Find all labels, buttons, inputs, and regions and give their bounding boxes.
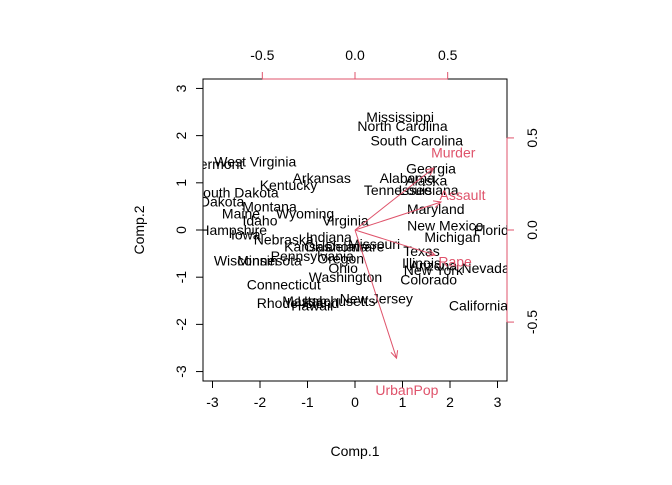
- state-point-label: Ohio: [328, 260, 358, 276]
- top-tick-label: 0.5: [438, 47, 458, 63]
- state-point-label: Tennessee: [364, 182, 432, 198]
- top-axis: -0.5 0.0 0.5: [250, 47, 458, 80]
- y-axis-label: Comp.2: [131, 205, 147, 254]
- state-point-label: New York: [404, 262, 464, 278]
- state-point-label: Illinois: [402, 255, 441, 271]
- state-point-label: Alabama: [380, 170, 435, 186]
- left-tick-label: -1: [173, 271, 189, 284]
- loading-label: UrbanPop: [375, 382, 438, 398]
- state-point-label: Arkansas: [293, 170, 351, 186]
- left-axis: -3 -2 -1 0 1 2 3: [173, 84, 204, 378]
- bottom-tick-label: 3: [494, 394, 502, 410]
- right-tick-label: 0.0: [524, 220, 540, 240]
- loading-label: Assault: [440, 187, 486, 203]
- state-point-label: Indiana: [306, 229, 352, 245]
- state-point-label: Florida: [474, 222, 517, 238]
- loading-arrowhead: [427, 249, 437, 257]
- state-point-label: Wyoming: [276, 205, 334, 221]
- loading-label: Murder: [431, 145, 476, 161]
- state-point-label: Virginia: [322, 213, 369, 229]
- loadings-layer: Murder Assault Rape UrbanPop: [354, 145, 486, 398]
- state-point-label: Mississippi: [366, 109, 434, 125]
- state-point-label: Idaho: [242, 213, 277, 229]
- loading-arrow: [354, 229, 397, 359]
- state-point-label: Massachusetts: [282, 293, 375, 309]
- state-point-label: Nebraska: [254, 231, 314, 247]
- state-point-label: Colorado: [400, 272, 457, 288]
- state-point-label: South Carolina: [370, 132, 463, 148]
- bottom-tick-label: 2: [446, 394, 454, 410]
- loading-arrow: [354, 167, 434, 231]
- state-point-label: Iowa: [231, 227, 261, 243]
- right-tick-label: -0.5: [524, 310, 540, 334]
- loading-arrow: [354, 201, 442, 231]
- state-point-label: Minnesota: [237, 253, 302, 269]
- right-tick-label: 0.5: [524, 128, 540, 148]
- state-point-label: Oregon: [317, 250, 364, 266]
- state-point-label: Nevada: [461, 260, 509, 276]
- state-point-label: Washington: [309, 269, 382, 285]
- state-point-label: North Carolina: [357, 118, 447, 134]
- state-point-label: Hawaii: [291, 298, 333, 314]
- state-point-label: West Virginia: [214, 154, 296, 170]
- state-point-label: Connecticut: [247, 276, 321, 292]
- state-point-label: Michigan: [424, 229, 480, 245]
- state-point-label: Wisconsin: [214, 253, 278, 269]
- state-point-label: Kansas: [284, 239, 331, 255]
- bottom-axis: -3 -2 -1 0 1 2 3: [206, 380, 502, 410]
- top-tick-label: -0.5: [250, 47, 274, 63]
- left-tick-label: 1: [173, 179, 189, 187]
- state-point-label: Kentucky: [260, 177, 318, 193]
- state-point-label: Vermont: [191, 156, 243, 172]
- bottom-tick-label: -2: [254, 394, 267, 410]
- left-tick-label: -2: [173, 318, 189, 331]
- state-point-label: Alaska: [405, 172, 447, 188]
- state-point-label: New Hampshire: [167, 222, 267, 238]
- loading-label: Rape: [438, 253, 472, 269]
- state-point-label: Montana: [242, 198, 297, 214]
- right-axis: -0.5 0.0 0.5: [506, 128, 540, 334]
- state-point-label: Louisiana: [399, 182, 459, 198]
- loading-arrowhead: [390, 350, 399, 360]
- state-point-label: Oklahoma: [304, 239, 368, 255]
- state-point-label: New Jersey: [340, 290, 413, 306]
- top-tick-label: 0.0: [345, 47, 365, 63]
- bottom-tick-label: 1: [399, 394, 407, 410]
- state-point-label: California: [449, 298, 508, 314]
- state-point-label: New Mexico: [407, 217, 483, 233]
- left-tick-label: 0: [173, 226, 189, 234]
- left-tick-label: 2: [173, 132, 189, 140]
- loading-arrowhead: [433, 200, 443, 208]
- state-point-label: Delaware: [325, 239, 384, 255]
- x-axis-label: Comp.1: [330, 443, 379, 459]
- loading-arrowhead: [425, 167, 435, 176]
- state-point-label: Maine: [222, 205, 260, 221]
- left-tick-label: 3: [173, 84, 189, 92]
- bottom-tick-label: 0: [351, 394, 359, 410]
- state-point-label: Arizona: [410, 257, 458, 273]
- state-point-label: South Dakota: [194, 184, 279, 200]
- state-point-label: Rhode Island: [257, 295, 340, 311]
- state-point-label: Utah: [297, 293, 327, 309]
- state-point-label: Pennsylvania: [271, 248, 354, 264]
- bottom-tick-label: -3: [206, 394, 219, 410]
- left-tick-label: -3: [173, 365, 189, 378]
- bottom-tick-label: -1: [301, 394, 314, 410]
- loading-arrow: [354, 229, 436, 256]
- state-point-label: Maryland: [407, 201, 465, 217]
- state-point-label: North Dakota: [162, 194, 245, 210]
